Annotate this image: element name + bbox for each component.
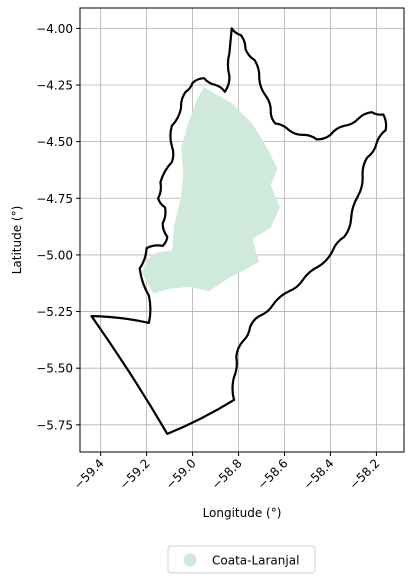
x-axis-label: Longitude (°) — [203, 506, 282, 520]
legend-label-coata-laranjal: Coata-Laranjal — [212, 554, 299, 568]
x-tick-label-4: −58.6 — [255, 456, 291, 492]
boundary-layer — [90, 27, 388, 435]
y-tick-label-5: −5.25 — [36, 305, 73, 319]
legend-frame — [167, 545, 316, 574]
y-tick-label-2: −4.50 — [36, 135, 73, 149]
region-coata-laranjal — [142, 87, 280, 294]
plot-frame — [79, 7, 405, 453]
legend-marker-coata-laranjal — [183, 553, 197, 567]
region-layer — [142, 87, 280, 294]
grid-lines — [80, 8, 404, 452]
y-axis-label: Latitude (°) — [10, 206, 24, 275]
y-axis-ticks: −4.00 −4.25 −4.50 −4.75 −5.00 −5.25 −5.50 −5.75 — [36, 22, 80, 432]
y-tick-label-6: −5.50 — [36, 362, 73, 376]
y-tick-label-7: −5.75 — [36, 418, 73, 432]
legend: Coata-Laranjal — [167, 545, 316, 574]
x-tick-label-3: −58.8 — [209, 456, 245, 492]
study-area-boundary — [90, 27, 388, 435]
x-tick-label-0: −59.4 — [71, 456, 107, 492]
x-tick-label-2: −59.0 — [163, 456, 199, 492]
y-tick-label-0: −4.00 — [36, 22, 73, 36]
y-tick-label-4: −5.00 — [36, 248, 73, 262]
x-axis-ticks: −59.4 −59.2 −59.0 −58.8 −58.6 −58.4 −58.2 — [71, 452, 383, 492]
y-tick-label-3: −4.75 — [36, 192, 73, 206]
y-tick-label-1: −4.25 — [36, 79, 73, 93]
x-tick-label-5: −58.4 — [301, 456, 337, 492]
x-tick-label-1: −59.2 — [117, 456, 153, 492]
x-tick-label-6: −58.2 — [347, 456, 383, 492]
